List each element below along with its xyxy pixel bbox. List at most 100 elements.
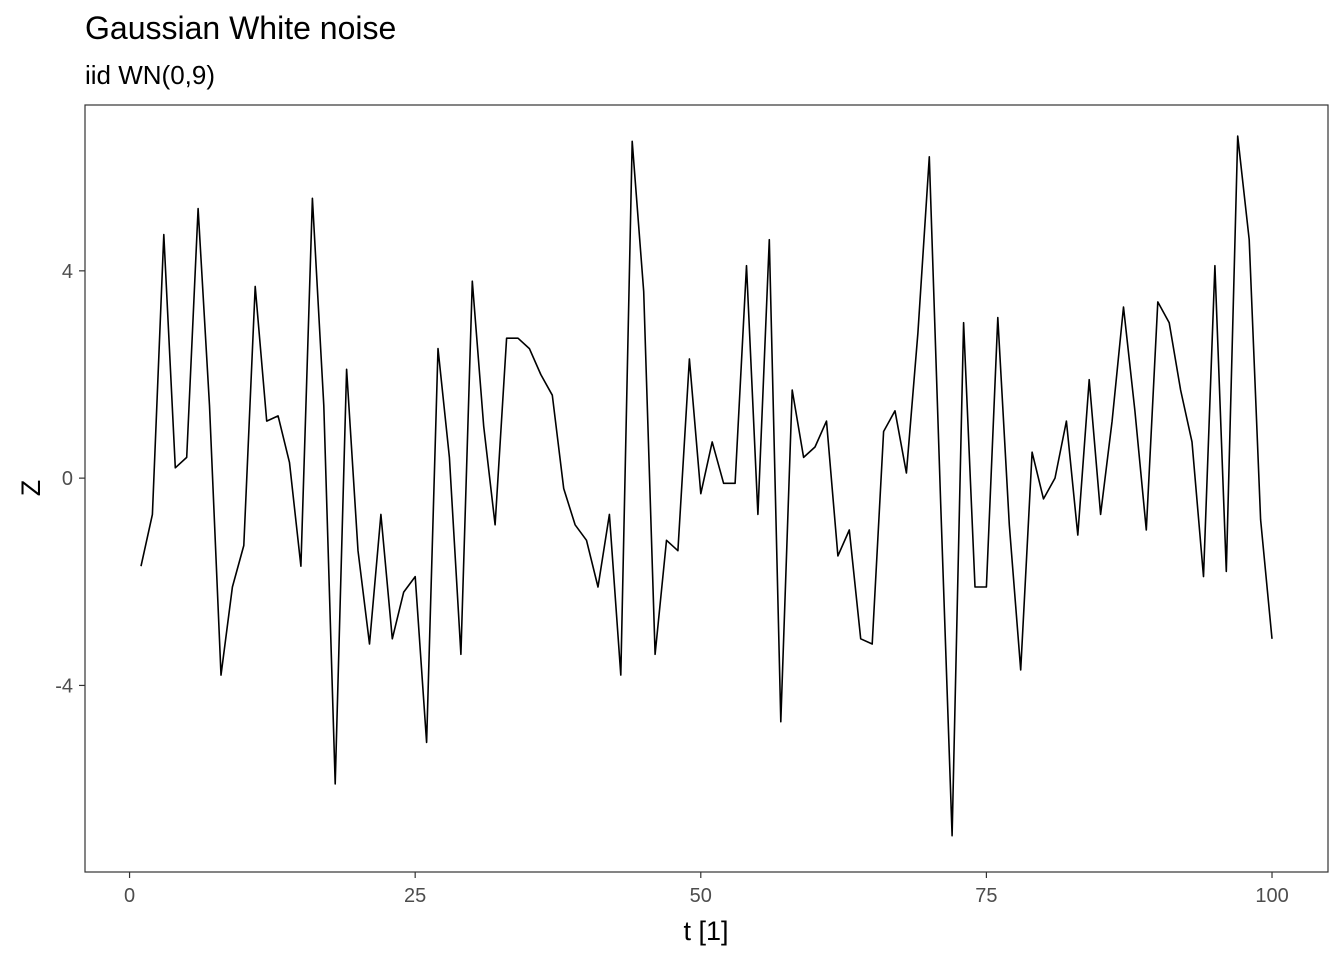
data-point bbox=[298, 564, 303, 569]
data-point bbox=[950, 833, 955, 838]
data-point bbox=[973, 585, 978, 590]
data-point bbox=[470, 279, 475, 284]
y-axis-title: Z bbox=[16, 480, 46, 497]
data-point bbox=[618, 673, 623, 678]
data-point bbox=[378, 512, 383, 517]
data-point bbox=[755, 512, 760, 517]
data-point bbox=[984, 585, 989, 590]
data-point bbox=[1121, 305, 1126, 310]
data-point bbox=[641, 289, 646, 294]
data-point bbox=[367, 642, 372, 647]
data-point bbox=[561, 486, 566, 491]
data-point bbox=[1064, 419, 1069, 424]
data-point bbox=[927, 154, 932, 159]
data-point bbox=[573, 522, 578, 527]
data-point bbox=[1030, 450, 1035, 455]
data-point bbox=[550, 393, 555, 398]
data-point bbox=[664, 538, 669, 543]
data-point bbox=[538, 372, 543, 377]
data-point bbox=[1258, 517, 1263, 522]
data-point bbox=[904, 471, 909, 476]
data-point bbox=[961, 320, 966, 325]
data-point bbox=[161, 232, 166, 237]
data-point bbox=[219, 673, 224, 678]
data-point bbox=[881, 429, 886, 434]
x-tick-label: 100 bbox=[1255, 885, 1288, 907]
data-point bbox=[1155, 299, 1160, 304]
x-axis: 0 25 50 75 100 bbox=[124, 872, 1289, 907]
x-tick-label: 25 bbox=[404, 885, 426, 907]
data-point bbox=[801, 455, 806, 460]
data-point bbox=[995, 315, 1000, 320]
data-point bbox=[1144, 528, 1149, 533]
data-point bbox=[1053, 476, 1058, 481]
data-point bbox=[1098, 512, 1103, 517]
data-point bbox=[824, 419, 829, 424]
data-point bbox=[1270, 636, 1275, 641]
data-point bbox=[778, 719, 783, 724]
data-point bbox=[938, 502, 943, 507]
data-point bbox=[710, 439, 715, 444]
data-point bbox=[1247, 237, 1252, 242]
data-point bbox=[276, 413, 281, 418]
data-point bbox=[1087, 377, 1092, 382]
data-point bbox=[744, 263, 749, 268]
y-tick-label: -4 bbox=[55, 675, 73, 697]
data-point bbox=[321, 403, 326, 408]
data-point bbox=[310, 196, 315, 201]
x-tick-label: 75 bbox=[975, 885, 997, 907]
data-point bbox=[184, 455, 189, 460]
data-point bbox=[630, 139, 635, 144]
x-tick-label: 50 bbox=[690, 885, 712, 907]
data-point bbox=[858, 636, 863, 641]
data-point bbox=[790, 388, 795, 393]
data-point bbox=[150, 512, 155, 517]
chart-title: Gaussian White noise bbox=[85, 10, 397, 46]
data-point bbox=[424, 740, 429, 745]
data-point bbox=[173, 465, 178, 470]
data-point bbox=[1041, 496, 1046, 501]
data-point bbox=[253, 284, 258, 289]
data-point bbox=[1018, 667, 1023, 672]
data-point bbox=[653, 652, 658, 657]
data-point bbox=[344, 367, 349, 372]
data-point bbox=[870, 642, 875, 647]
data-point bbox=[504, 336, 509, 341]
data-point bbox=[230, 585, 235, 590]
chart-subtitle: iid WN(0,9) bbox=[85, 60, 216, 90]
data-point bbox=[1201, 574, 1206, 579]
data-point bbox=[767, 237, 772, 242]
data-point bbox=[390, 636, 395, 641]
data-point bbox=[196, 206, 201, 211]
data-point bbox=[1075, 533, 1080, 538]
data-point bbox=[835, 553, 840, 558]
data-point bbox=[893, 408, 898, 413]
data-point bbox=[698, 491, 703, 496]
data-point bbox=[139, 564, 144, 569]
data-point bbox=[1132, 408, 1137, 413]
data-point bbox=[356, 548, 361, 553]
data-point bbox=[481, 424, 486, 429]
data-point bbox=[493, 522, 498, 527]
data-point bbox=[1007, 522, 1012, 527]
data-point bbox=[607, 512, 612, 517]
data-point bbox=[413, 574, 418, 579]
data-point bbox=[436, 346, 441, 351]
series-line bbox=[140, 135, 1273, 837]
data-point bbox=[733, 481, 738, 486]
y-axis: -4 0 4 bbox=[55, 261, 85, 697]
data-point bbox=[527, 346, 532, 351]
y-tick-label: 4 bbox=[62, 261, 73, 283]
data-point bbox=[207, 403, 212, 408]
data-point bbox=[287, 460, 292, 465]
data-point bbox=[401, 590, 406, 595]
data-point bbox=[1167, 320, 1172, 325]
data-point bbox=[1235, 134, 1240, 139]
data-point bbox=[847, 528, 852, 533]
data-point bbox=[458, 652, 463, 657]
data-point bbox=[915, 331, 920, 336]
data-point bbox=[813, 445, 818, 450]
data-point bbox=[1224, 569, 1229, 574]
data-point bbox=[516, 336, 521, 341]
